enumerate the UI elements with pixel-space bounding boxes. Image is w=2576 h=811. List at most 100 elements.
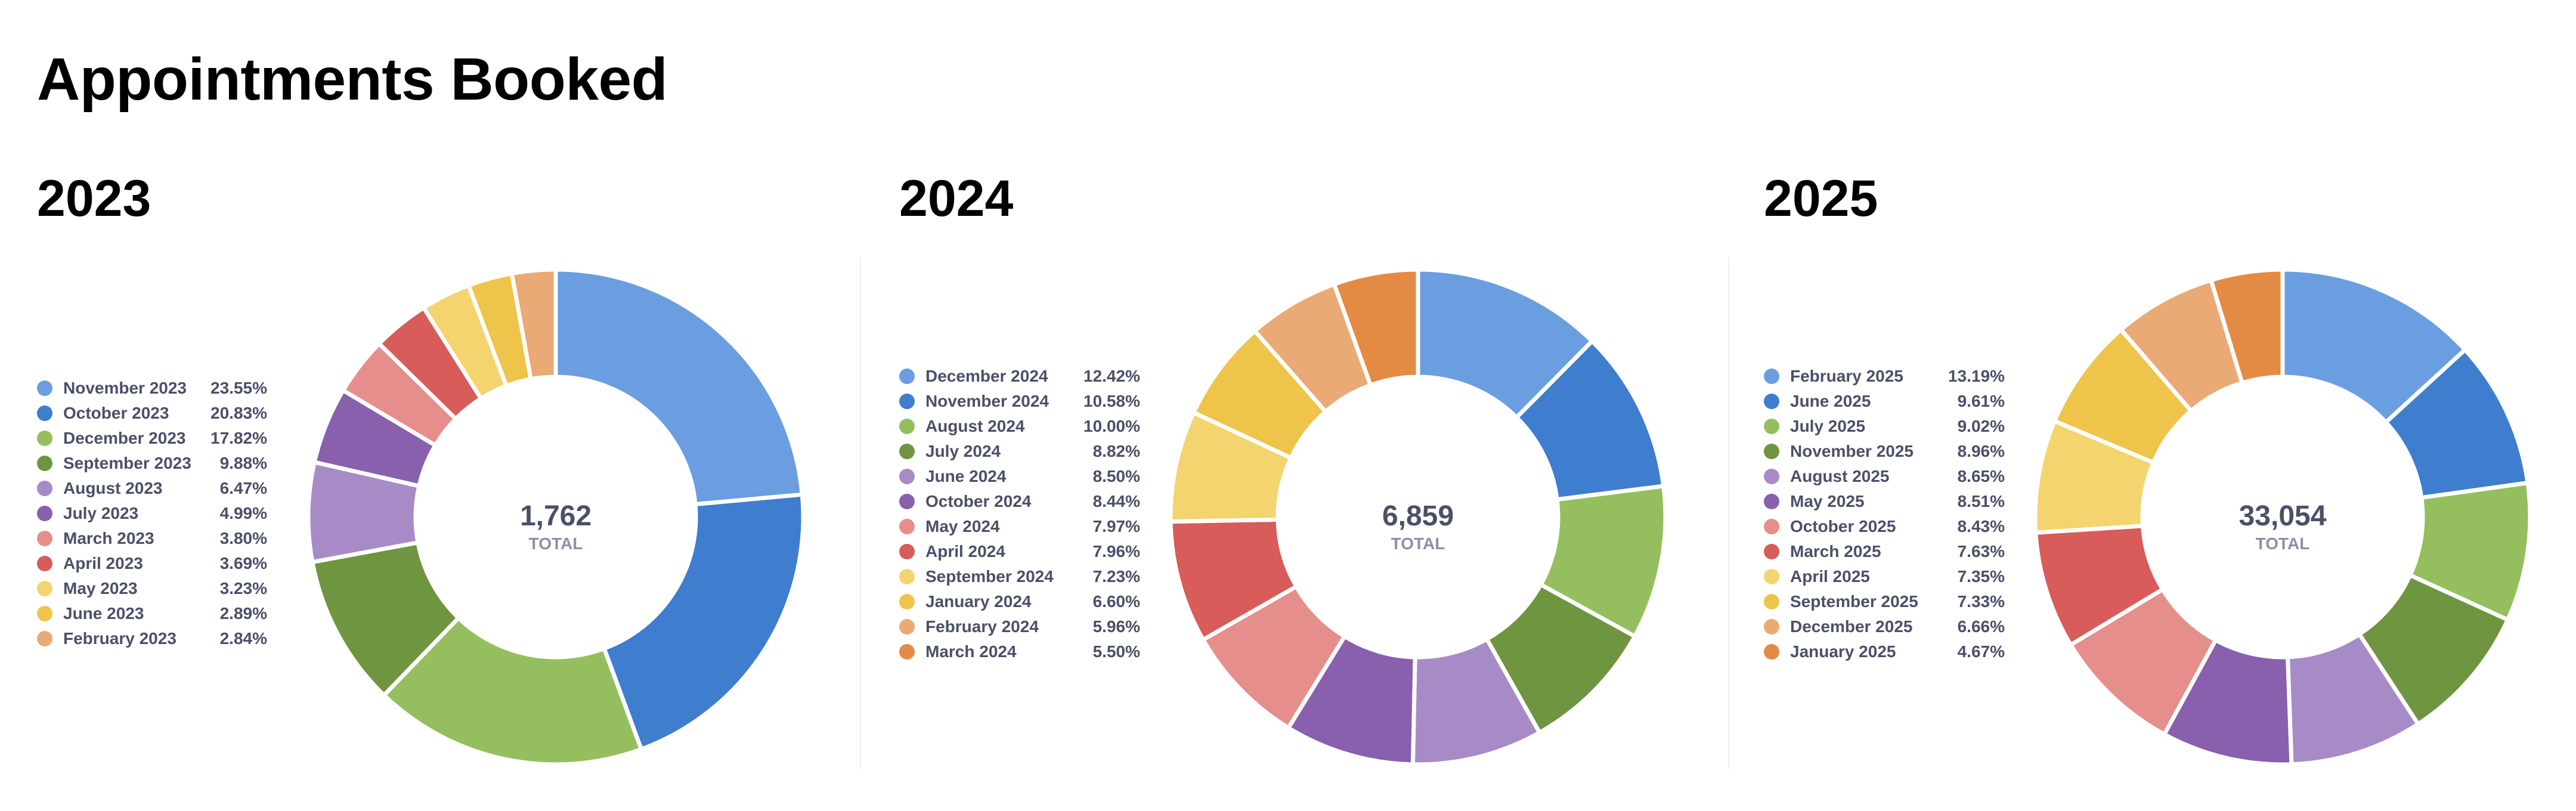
legend-percent: 10.58% — [1083, 392, 1140, 410]
legend-item: June 2024 8.50% — [899, 464, 1140, 489]
legend-percent: 6.47% — [219, 479, 267, 497]
legend-item: August 2024 10.00% — [899, 414, 1140, 439]
legend-item: February 2024 5.96% — [899, 614, 1140, 639]
legend-swatch — [1764, 644, 1779, 660]
legend-item: December 2023 17.82% — [37, 426, 267, 451]
legend-item: July 2023 4.99% — [37, 501, 267, 526]
legend-label: October 2025 — [1790, 517, 1896, 535]
chart-panel-2025: 2025 February 2025 13.19% June 2025 9.61% Ju… — [1764, 173, 2576, 799]
legend-percent: 3.80% — [219, 529, 267, 547]
legend-percent: 4.67% — [1957, 642, 2005, 661]
legend-swatch — [899, 469, 915, 484]
donut-slice[interactable] — [553, 267, 804, 507]
chart-title: 2023 — [37, 170, 151, 227]
legend-item: October 2024 8.44% — [899, 489, 1140, 514]
legend-label: May 2024 — [925, 517, 1000, 535]
legend-swatch — [899, 369, 915, 384]
legend-label: December 2023 — [63, 429, 186, 447]
legend-label: December 2024 — [925, 367, 1048, 385]
legend-percent: 7.63% — [1957, 542, 2005, 561]
legend-label: May 2025 — [1790, 492, 1865, 510]
legend-percent: 3.23% — [219, 579, 267, 598]
legend-item: July 2025 9.02% — [1764, 414, 2005, 439]
legend-label: October 2024 — [925, 492, 1032, 510]
legend-percent: 8.51% — [1957, 492, 2005, 510]
legend-swatch — [899, 619, 915, 634]
legend-swatch — [1764, 469, 1779, 484]
donut-slice[interactable] — [602, 492, 806, 751]
legend-item: June 2025 9.61% — [1764, 389, 2005, 414]
legend-swatch — [37, 406, 52, 421]
legend-label: February 2024 — [925, 617, 1039, 636]
legend-swatch — [899, 394, 915, 409]
legend-item: November 2025 8.96% — [1764, 439, 2005, 464]
legend-percent: 8.43% — [1957, 517, 2005, 535]
legend-percent: 9.88% — [219, 454, 267, 472]
legend-percent: 2.84% — [219, 629, 267, 648]
donut-total-value: 33,054 — [2239, 500, 2327, 532]
legend-percent: 3.69% — [219, 554, 267, 572]
chart-panel-2024: 2024 December 2024 12.42% November 2024 10.… — [899, 173, 1758, 799]
chart-legend: November 2023 23.55% October 2023 20.83% Dec… — [37, 376, 267, 651]
legend-label: April 2025 — [1790, 567, 1870, 586]
donut-chart: 33,054 TOTAL — [2033, 267, 2532, 767]
legend-label: June 2023 — [63, 604, 144, 623]
legend-item: September 2024 7.23% — [899, 564, 1140, 589]
donut-slice[interactable] — [509, 267, 558, 382]
legend-label: February 2023 — [63, 629, 177, 648]
legend-percent: 4.99% — [219, 504, 267, 522]
legend-percent: 7.96% — [1092, 542, 1140, 561]
legend-label: October 2023 — [63, 404, 169, 422]
legend-percent: 8.82% — [1092, 442, 1140, 460]
legend-label: June 2025 — [1790, 392, 1871, 410]
legend-item: April 2023 3.69% — [37, 551, 267, 576]
legend-swatch — [1764, 494, 1779, 509]
legend-swatch — [37, 380, 52, 396]
legend-swatch — [37, 431, 52, 446]
legend-item: November 2024 10.58% — [899, 389, 1140, 414]
donut-slice[interactable] — [2209, 267, 2285, 385]
legend-item: May 2025 8.51% — [1764, 489, 2005, 514]
legend-label: August 2025 — [1790, 467, 1890, 485]
legend-swatch — [1764, 369, 1779, 384]
legend-percent: 8.50% — [1092, 467, 1140, 485]
legend-swatch — [899, 519, 915, 534]
legend-percent: 7.33% — [1957, 592, 2005, 611]
legend-percent: 7.23% — [1092, 567, 1140, 586]
legend-label: April 2023 — [63, 554, 143, 572]
legend-swatch — [37, 456, 52, 471]
legend-item: September 2025 7.33% — [1764, 589, 2005, 614]
donut-slice[interactable] — [1416, 267, 1594, 420]
legend-label: June 2024 — [925, 467, 1007, 485]
legend-item: August 2025 8.65% — [1764, 464, 2005, 489]
legend-label: August 2023 — [63, 479, 163, 497]
legend-percent: 8.96% — [1957, 442, 2005, 460]
legend-percent: 10.00% — [1083, 417, 1140, 435]
legend-label: May 2023 — [63, 579, 138, 598]
legend-percent: 6.66% — [1957, 617, 2005, 636]
donut-total-value: 6,859 — [1382, 500, 1454, 532]
legend-item: May 2024 7.97% — [899, 514, 1140, 539]
donut-slice[interactable] — [1332, 267, 1420, 388]
legend-percent: 20.83% — [210, 404, 267, 422]
legend-item: November 2023 23.55% — [37, 376, 267, 401]
donut-total-caption: TOTAL — [2256, 534, 2310, 553]
legend-item: April 2024 7.96% — [899, 539, 1140, 564]
panel-divider — [860, 256, 861, 769]
legend-percent: 13.19% — [1948, 367, 2005, 385]
donut-chart: 1,762 TOTAL — [306, 267, 806, 767]
page-title: Appointments Booked — [37, 46, 668, 113]
donut-total-value: 1,762 — [520, 500, 592, 532]
legend-label: November 2024 — [925, 392, 1049, 410]
donut-slice[interactable] — [382, 615, 643, 767]
legend-item: June 2023 2.89% — [37, 601, 267, 626]
legend-percent: 8.65% — [1957, 467, 2005, 485]
legend-swatch — [899, 419, 915, 434]
legend-item: January 2024 6.60% — [899, 589, 1140, 614]
chart-panel-2023: 2023 November 2023 23.55% October 2023 20.8… — [37, 173, 896, 799]
legend-item: September 2023 9.88% — [37, 451, 267, 476]
legend-swatch — [899, 444, 915, 459]
legend-label: July 2024 — [925, 442, 1001, 460]
donut-slice[interactable] — [2280, 267, 2467, 425]
legend-swatch — [1764, 619, 1779, 634]
